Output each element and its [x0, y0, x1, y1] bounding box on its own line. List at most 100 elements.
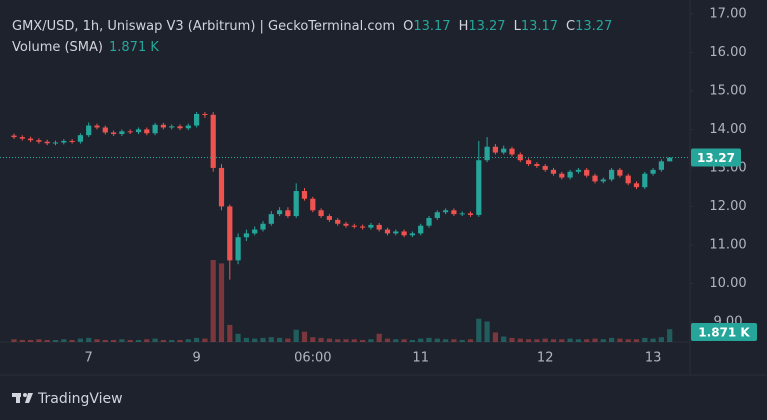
candle-body [542, 165, 548, 170]
candle-body [575, 169, 581, 172]
y-tick-label: 15.00 [709, 83, 746, 98]
volume-bar [609, 337, 615, 342]
candle-body [285, 210, 291, 217]
volume-bar [368, 339, 374, 342]
volume-bar [301, 331, 308, 342]
candle-body [584, 169, 590, 176]
volume-bar [111, 339, 117, 342]
volume-value: 1.871 K [109, 40, 159, 55]
branding: TradingView [37, 391, 123, 407]
legend-value: 13.27 [575, 19, 613, 34]
candle-body [550, 169, 557, 174]
legend-value: 13.27 [468, 19, 506, 34]
volume-bar [36, 339, 42, 342]
candle-body [28, 138, 34, 141]
candle-body [318, 210, 324, 217]
volume-bar [119, 339, 125, 342]
candle-body [434, 212, 440, 218]
volume-bar [69, 339, 75, 342]
candle-body [102, 127, 108, 133]
candle-body [218, 167, 225, 207]
candle-body [426, 217, 432, 226]
candle-body [260, 223, 266, 230]
candle-body [625, 175, 631, 184]
volume-bar [517, 338, 523, 342]
volume-bar [667, 329, 673, 342]
candle-body [119, 131, 125, 135]
candle-body [360, 226, 366, 228]
legend-title: GMX/USD, 1h, Uniswap V3 (Arbitrum) | Gec… [12, 19, 396, 34]
candle-body [210, 114, 216, 168]
candle-body [501, 148, 507, 153]
volume-bar [351, 339, 357, 342]
candle-body [252, 229, 258, 234]
volume-bar [293, 329, 299, 342]
candle-body [335, 219, 341, 224]
candle-body [202, 114, 208, 115]
volume-bar [343, 339, 349, 342]
volume-bar [476, 318, 482, 342]
candle-body [144, 129, 150, 134]
volume-bar [28, 339, 34, 342]
volume-bar [642, 337, 648, 342]
y-tick-label: 17.00 [709, 6, 746, 21]
volume-bar [584, 339, 590, 342]
volume-bar [252, 338, 258, 342]
candle-body [451, 210, 457, 215]
volume-bar [492, 332, 498, 342]
candle-body [559, 173, 565, 178]
volume-bar [451, 339, 457, 342]
volume-bar [102, 339, 108, 342]
volume-bar [633, 339, 640, 342]
y-tick-label: 14.00 [709, 122, 746, 137]
volume-bar [210, 260, 216, 342]
volume-bar [650, 338, 656, 342]
volume-bar [310, 337, 316, 342]
candle-body [243, 233, 249, 238]
volume-bar [393, 339, 399, 342]
candle-body [509, 148, 515, 155]
candle-body [111, 132, 117, 135]
volume-bar [177, 339, 183, 342]
x-tick-label: 7 [85, 351, 93, 366]
candle-body [52, 142, 59, 144]
candle-body [658, 161, 664, 170]
price-badge-label: 13.27 [697, 151, 735, 165]
volume-bar [77, 338, 83, 342]
volume-bar [61, 339, 67, 342]
legend-key: O [403, 19, 414, 34]
candle-body [77, 135, 83, 142]
volume-bar [526, 339, 532, 342]
candle-body [343, 223, 349, 226]
volume-label: Volume (SMA) [12, 40, 103, 55]
volume-bar [268, 337, 274, 342]
candle-body [310, 198, 316, 211]
candle-body [459, 213, 465, 215]
volume-bar [135, 339, 142, 342]
legend-key: L [513, 19, 521, 34]
volume-bar [194, 337, 200, 342]
candle-body [36, 140, 42, 142]
candle-body [94, 125, 100, 128]
volume-legend: Volume (SMA) 1.871 K [12, 40, 159, 55]
volume-bar [617, 338, 623, 342]
volume-bar [285, 338, 291, 342]
x-tick-label: 12 [537, 351, 554, 366]
volume-bar [127, 339, 133, 342]
volume-bar [418, 338, 424, 342]
candle-body [633, 183, 640, 188]
volume-bar [376, 333, 382, 342]
volume-bar [658, 337, 664, 342]
candle-body [69, 140, 75, 142]
candle-body [326, 216, 332, 220]
volume-bar [575, 339, 581, 342]
candle-body [401, 231, 407, 236]
candle-body [86, 125, 92, 136]
candle-body [650, 169, 656, 174]
volume-bar [218, 263, 225, 342]
volume-bar [625, 339, 631, 342]
candle-body [526, 160, 532, 165]
